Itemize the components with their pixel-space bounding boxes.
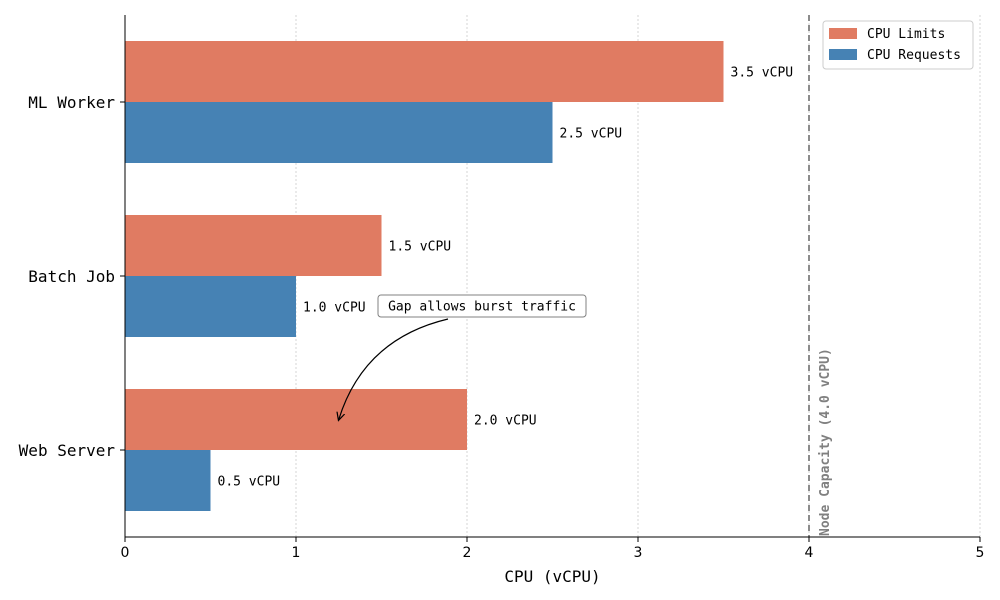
- cpu-requests-value-label: 1.0 vCPU: [303, 301, 366, 316]
- cpu-requests-value-label: 0.5 vCPU: [218, 475, 281, 490]
- burst-annotation: Gap allows burst traffic: [339, 294, 587, 420]
- legend-label-cpu-limits: CPU Limits: [867, 27, 945, 42]
- x-axis-label: CPU (vCPU): [504, 567, 600, 586]
- cpu-requests-bar: [125, 276, 296, 337]
- annotation-arrow: [339, 318, 449, 420]
- x-tick-label: 3: [634, 545, 643, 561]
- value-labels: 2.0 vCPU 1.5 vCPU 3.5 vCPU 0.5 vCPU 1.0 vCPU…: [218, 66, 794, 490]
- x-tick-label: 4: [805, 545, 814, 561]
- tick-labels: 0 1 2 3 4 5 Web Server Batch Job ML Worker: [19, 93, 985, 561]
- cpu-requests-bar: [125, 450, 211, 511]
- cpu-requests-value-label: 2.5 vCPU: [560, 127, 623, 142]
- x-tick-label: 1: [292, 545, 301, 561]
- legend: CPU Limits CPU Requests: [822, 20, 974, 70]
- cpu-limits-bar: [125, 389, 467, 450]
- x-tick-label: 2: [463, 545, 472, 561]
- x-tick-label: 5: [976, 545, 985, 561]
- legend-frame: [822, 20, 974, 70]
- legend-swatch-cpu-limits: [829, 28, 857, 39]
- x-tick-label: 0: [121, 545, 130, 561]
- legend-label-cpu-requests: CPU Requests: [867, 48, 961, 63]
- cpu-limits-value-label: 2.0 vCPU: [474, 414, 537, 429]
- annotation-box: [377, 294, 587, 318]
- legend-swatch-cpu-requests: [829, 49, 857, 60]
- cpu-limits-value-label: 1.5 vCPU: [389, 240, 452, 255]
- cpu-requests-bar: [125, 102, 553, 163]
- annotation-text: Gap allows burst traffic: [388, 300, 576, 315]
- y-tick-label: ML Worker: [28, 93, 115, 112]
- cpu-limits-bar: [125, 215, 382, 276]
- cpu-limits-bar: [125, 41, 724, 102]
- y-tick-label: Web Server: [19, 441, 116, 460]
- cpu-limits-value-label: 3.5 vCPU: [731, 66, 794, 81]
- node-capacity-label: Node Capacity (4.0 vCPU): [818, 348, 833, 536]
- node-capacity-reference: Node Capacity (4.0 vCPU): [808, 15, 833, 537]
- bars: [125, 41, 724, 511]
- y-tick-label: Batch Job: [28, 267, 115, 286]
